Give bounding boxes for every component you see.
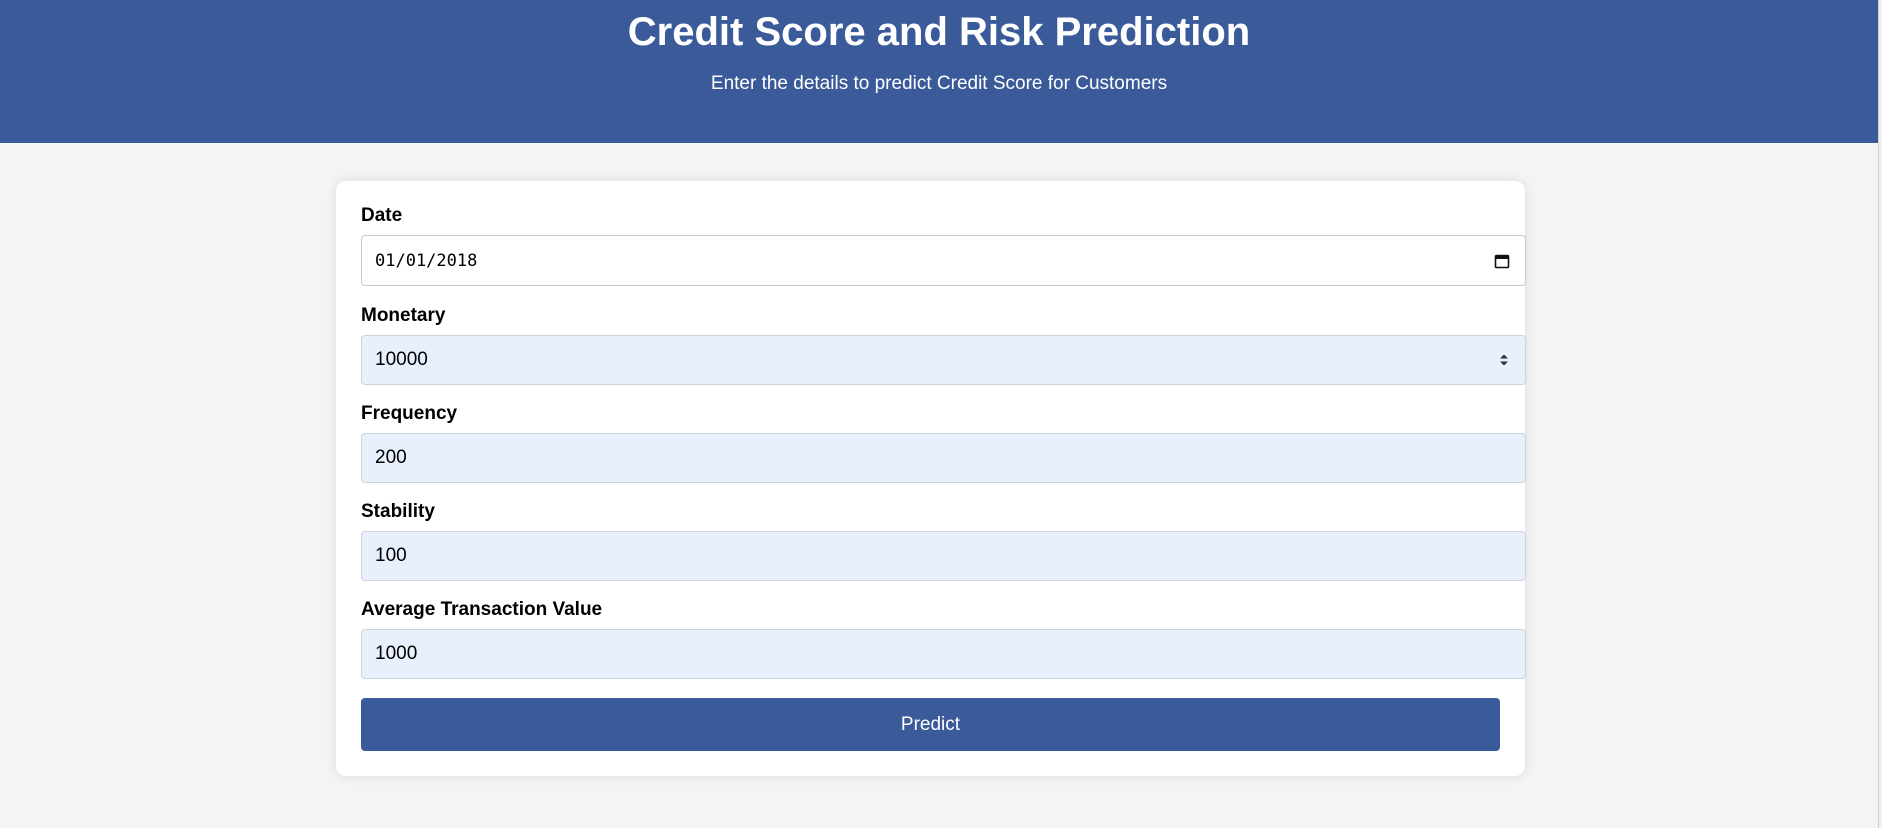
stability-value: 100 xyxy=(375,545,407,566)
date-value: 01/01/2018 xyxy=(375,250,478,271)
average-transaction-value-label: Average Transaction Value xyxy=(361,599,603,620)
date-input[interactable]: 01/01/2018 xyxy=(361,235,1526,286)
stability-input[interactable]: 100 xyxy=(361,531,1526,581)
calendar-icon[interactable] xyxy=(1494,253,1510,269)
page-subtitle: Enter the details to predict Credit Scor… xyxy=(710,73,1168,94)
average-transaction-value-value: 1000 xyxy=(375,643,418,664)
predict-button[interactable]: Predict xyxy=(361,698,1500,751)
monetary-value: 10000 xyxy=(375,349,428,370)
window-scroll-edge xyxy=(1878,0,1882,828)
spinner-icon[interactable] xyxy=(1498,352,1510,368)
page-header: Credit Score and Risk Prediction Enter t… xyxy=(0,0,1878,143)
stability-label: Stability xyxy=(361,501,435,522)
page-title: Credit Score and Risk Prediction xyxy=(627,10,1251,54)
monetary-label: Monetary xyxy=(361,305,446,326)
monetary-input[interactable]: 10000 xyxy=(361,335,1526,385)
frequency-value: 200 xyxy=(375,447,407,468)
prediction-form: Date 01/01/2018 Monetary 10000 Frequency… xyxy=(336,181,1526,776)
frequency-input[interactable]: 200 xyxy=(361,433,1526,483)
frequency-label: Frequency xyxy=(361,403,458,424)
date-label: Date xyxy=(361,205,403,226)
average-transaction-value-input[interactable]: 1000 xyxy=(361,629,1526,679)
